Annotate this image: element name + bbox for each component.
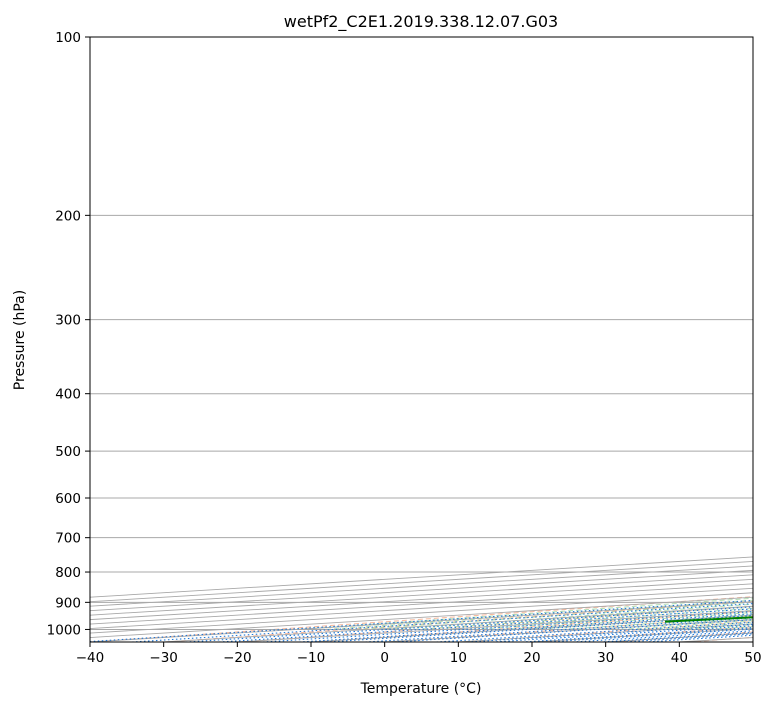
x-tick-label: −30 [149, 650, 178, 666]
x-tick-label: −10 [297, 650, 326, 666]
y-tick-label: 100 [55, 30, 81, 46]
plot-frame [89, 36, 754, 643]
y-tick-label: 800 [55, 565, 81, 581]
x-axis-label: Temperature (°C) [360, 681, 482, 697]
background-lines [90, 37, 753, 642]
y-tick-label: 1000 [47, 622, 81, 638]
x-tick-label: 20 [523, 650, 540, 666]
x-tick-label: 50 [744, 650, 761, 666]
x-tick-label: 0 [380, 650, 389, 666]
y-tick-label: 300 [55, 313, 81, 329]
y-tick-label: 400 [55, 387, 81, 403]
mixing-ratio-line [131, 603, 753, 642]
mixing-ratio-line [185, 606, 753, 642]
x-tick-label: −40 [76, 650, 105, 666]
y-axis: 100 200 300 400 500 600 700 800 900 1000 [47, 30, 90, 638]
y-tick-label: 600 [55, 491, 81, 507]
y-tick-label: 900 [55, 595, 81, 611]
x-tick-label: 30 [597, 650, 614, 666]
y-tick-label: 500 [55, 444, 81, 460]
x-axis: −40 −30 −20 −10 0 10 20 30 40 50 [76, 642, 762, 666]
x-tick-label: −20 [223, 650, 252, 666]
y-tick-label: 700 [55, 531, 81, 547]
mixing-ratio-line [90, 599, 753, 642]
y-axis-label: Pressure (hPa) [12, 290, 28, 390]
x-tick-label: 40 [671, 650, 688, 666]
y-tick-label: 200 [55, 208, 81, 224]
chart-title: wetPf2_C2E1.2019.338.12.07.G03 [284, 12, 558, 32]
x-tick-label: 10 [450, 650, 467, 666]
